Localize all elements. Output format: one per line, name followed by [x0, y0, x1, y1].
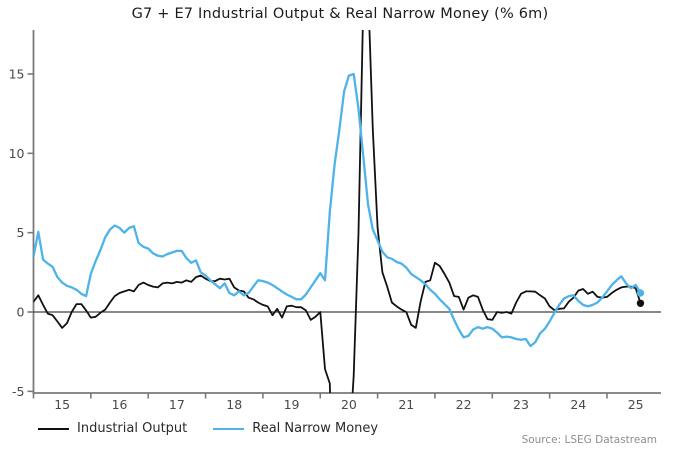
legend-item-real-narrow-money: Real Narrow Money: [213, 421, 378, 436]
x-tick-label: 17: [169, 397, 185, 412]
industrial-output-end-dot: [636, 299, 645, 307]
real-narrow-money-line: [33, 72, 642, 348]
legend-label-real-narrow-money: Real Narrow Money: [252, 421, 379, 436]
x-tick-label: 22: [456, 397, 472, 412]
x-tick-label: 24: [570, 397, 586, 412]
y-tick-label: 15: [9, 66, 25, 81]
x-tick-label: 15: [54, 397, 70, 412]
real-narrow-money-end-dot: [636, 289, 645, 297]
industrial-output-line-swatch-icon: [38, 427, 69, 430]
x-tick-label: 19: [284, 397, 300, 412]
industrial-output-line: [33, 30, 642, 393]
x-tick-label: 23: [513, 397, 529, 412]
x-tick-label: 21: [398, 397, 414, 412]
source-note: Source: LSEG Datastream: [521, 434, 657, 446]
x-tick-label: 20: [341, 397, 357, 412]
legend: Industrial Output Real Narrow Money: [38, 421, 404, 436]
chart-title: G7 + E7 Industrial Output & Real Narrow …: [131, 6, 549, 22]
x-tick-label: 25: [628, 397, 644, 412]
y-tick-label: 0: [17, 305, 25, 320]
y-tick-label: 10: [9, 146, 25, 161]
y-tick-label: -5: [12, 384, 24, 399]
y-tick-label: 5: [17, 225, 25, 240]
x-tick-label: 18: [226, 397, 242, 412]
legend-label-industrial-output: Industrial Output: [77, 421, 188, 436]
real-narrow-money-line-swatch-icon: [213, 427, 245, 430]
x-tick-label: 16: [112, 397, 128, 412]
legend-item-industrial-output: Industrial Output: [38, 421, 187, 436]
